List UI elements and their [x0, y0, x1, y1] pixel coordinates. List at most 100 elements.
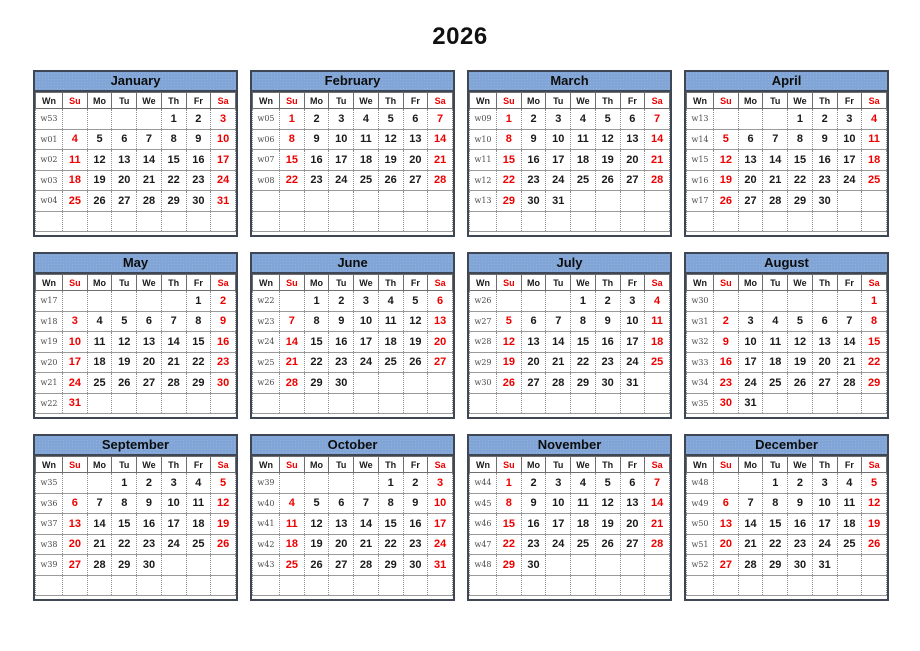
date-cell: 6 [62, 492, 88, 514]
date-cell: 29 [160, 190, 187, 212]
date-cell: 4 [861, 108, 887, 130]
week-number [35, 574, 63, 596]
month-title: April [686, 72, 887, 92]
date-cell: 21 [279, 351, 305, 373]
week-row: w10 8 9 10 11 12 13 14 [469, 128, 670, 150]
date-cell: 19 [496, 351, 522, 373]
date-cell: 17 [210, 149, 236, 171]
date-cell [496, 290, 522, 312]
date-cell [303, 472, 330, 494]
week-number [252, 574, 280, 596]
date-cell: 12 [402, 310, 429, 332]
date-cell [328, 392, 355, 414]
date-cell: 25 [86, 372, 113, 394]
date-cell [160, 290, 187, 312]
month-body: w26 1 2 3 4 w27 5 6 7 8 9 10 11 w28 12 13 14 15 16 17 18 w29 1… [469, 290, 670, 414]
date-cell [160, 210, 187, 232]
date-cell [713, 574, 739, 596]
date-cell: 9 [210, 310, 236, 332]
date-cell: 30 [811, 190, 838, 212]
week-number [35, 210, 63, 232]
date-cell: 4 [353, 108, 379, 130]
month-calendar: October Wn Su Mo Tu We Th Fr Sa w39 1 2 3 w40 4 5 6 7 8 9… [250, 434, 455, 601]
date-cell: 13 [811, 331, 838, 353]
day-header-sa: Sa [644, 456, 670, 473]
week-number: w16 [686, 169, 714, 191]
date-cell: 7 [136, 128, 162, 150]
day-header-wn: Wn [469, 456, 497, 473]
week-row: w13 1 2 3 4 [686, 108, 887, 130]
date-cell [86, 108, 113, 130]
date-cell: 11 [353, 128, 379, 150]
date-cell: 2 [303, 108, 330, 130]
week-number: w43 [252, 554, 280, 576]
date-cell: 21 [737, 533, 764, 555]
date-cell: 9 [520, 128, 547, 150]
date-cell [427, 210, 453, 232]
week-row: w52 27 28 29 30 31 [686, 554, 887, 576]
date-cell [62, 108, 88, 130]
date-cell: 21 [136, 169, 162, 191]
week-number: w08 [252, 169, 280, 191]
date-cell: 6 [619, 472, 646, 494]
date-cell: 29 [762, 554, 789, 576]
week-row: w24 14 15 16 17 18 19 20 [252, 331, 453, 353]
date-cell: 19 [210, 513, 236, 535]
date-cell: 14 [160, 331, 187, 353]
day-header-su: Su [279, 274, 305, 291]
day-header-sa: Sa [644, 274, 670, 291]
date-cell: 15 [160, 149, 187, 171]
week-row: w02 11 12 13 14 15 16 17 [35, 149, 236, 171]
date-cell: 27 [713, 554, 739, 576]
date-cell: 10 [811, 492, 838, 514]
date-cell [353, 372, 379, 394]
date-cell: 26 [861, 533, 887, 555]
date-cell: 9 [594, 310, 621, 332]
date-cell: 29 [496, 554, 522, 576]
week-row: w37 13 14 15 16 17 18 19 [35, 513, 236, 535]
date-cell: 28 [86, 554, 113, 576]
date-cell [811, 290, 838, 312]
date-cell: 7 [86, 492, 113, 514]
week-row: w23 7 8 9 10 11 12 13 [252, 310, 453, 332]
date-cell: 11 [62, 149, 88, 171]
date-cell [594, 574, 621, 596]
week-number: w42 [252, 533, 280, 555]
week-number: w35 [35, 472, 63, 494]
date-cell: 7 [353, 492, 379, 514]
date-cell [644, 554, 670, 576]
day-header-we: We [787, 92, 813, 109]
date-cell: 1 [762, 472, 789, 494]
date-cell: 11 [762, 331, 789, 353]
date-cell: 13 [737, 149, 764, 171]
date-cell [328, 190, 355, 212]
date-cell: 25 [570, 169, 596, 191]
date-cell [520, 574, 547, 596]
date-cell: 31 [737, 392, 764, 414]
date-cell: 14 [86, 513, 113, 535]
date-cell: 3 [737, 310, 764, 332]
date-cell [353, 574, 379, 596]
day-header-mo: Mo [520, 274, 547, 291]
date-cell: 9 [136, 492, 162, 514]
week-row: w27 5 6 7 8 9 10 11 [469, 310, 670, 332]
date-cell: 13 [619, 492, 646, 514]
date-cell [111, 108, 138, 130]
day-header-tu: Tu [111, 274, 138, 291]
date-cell: 16 [328, 331, 355, 353]
date-cell [136, 392, 162, 414]
date-cell: 13 [520, 331, 547, 353]
day-header-we: We [136, 92, 162, 109]
day-header-th: Th [160, 456, 187, 473]
month-table: Wn Su Mo Tu We Th Fr Sa w26 1 2 3 4 w27 5 6 7 8 9 10 11 w28 1… [469, 274, 670, 414]
day-header-wn: Wn [252, 92, 280, 109]
week-number: w50 [686, 513, 714, 535]
day-header-tu: Tu [545, 92, 572, 109]
day-header-tu: Tu [111, 92, 138, 109]
date-cell [279, 190, 305, 212]
date-cell [402, 392, 429, 414]
month-body: w35 1 2 3 4 5 w36 6 7 8 9 10 11 12 w37 13 14 15 16 17 18 19 w3… [35, 472, 236, 596]
date-cell: 23 [328, 351, 355, 373]
date-cell: 24 [737, 372, 764, 394]
date-cell [62, 210, 88, 232]
